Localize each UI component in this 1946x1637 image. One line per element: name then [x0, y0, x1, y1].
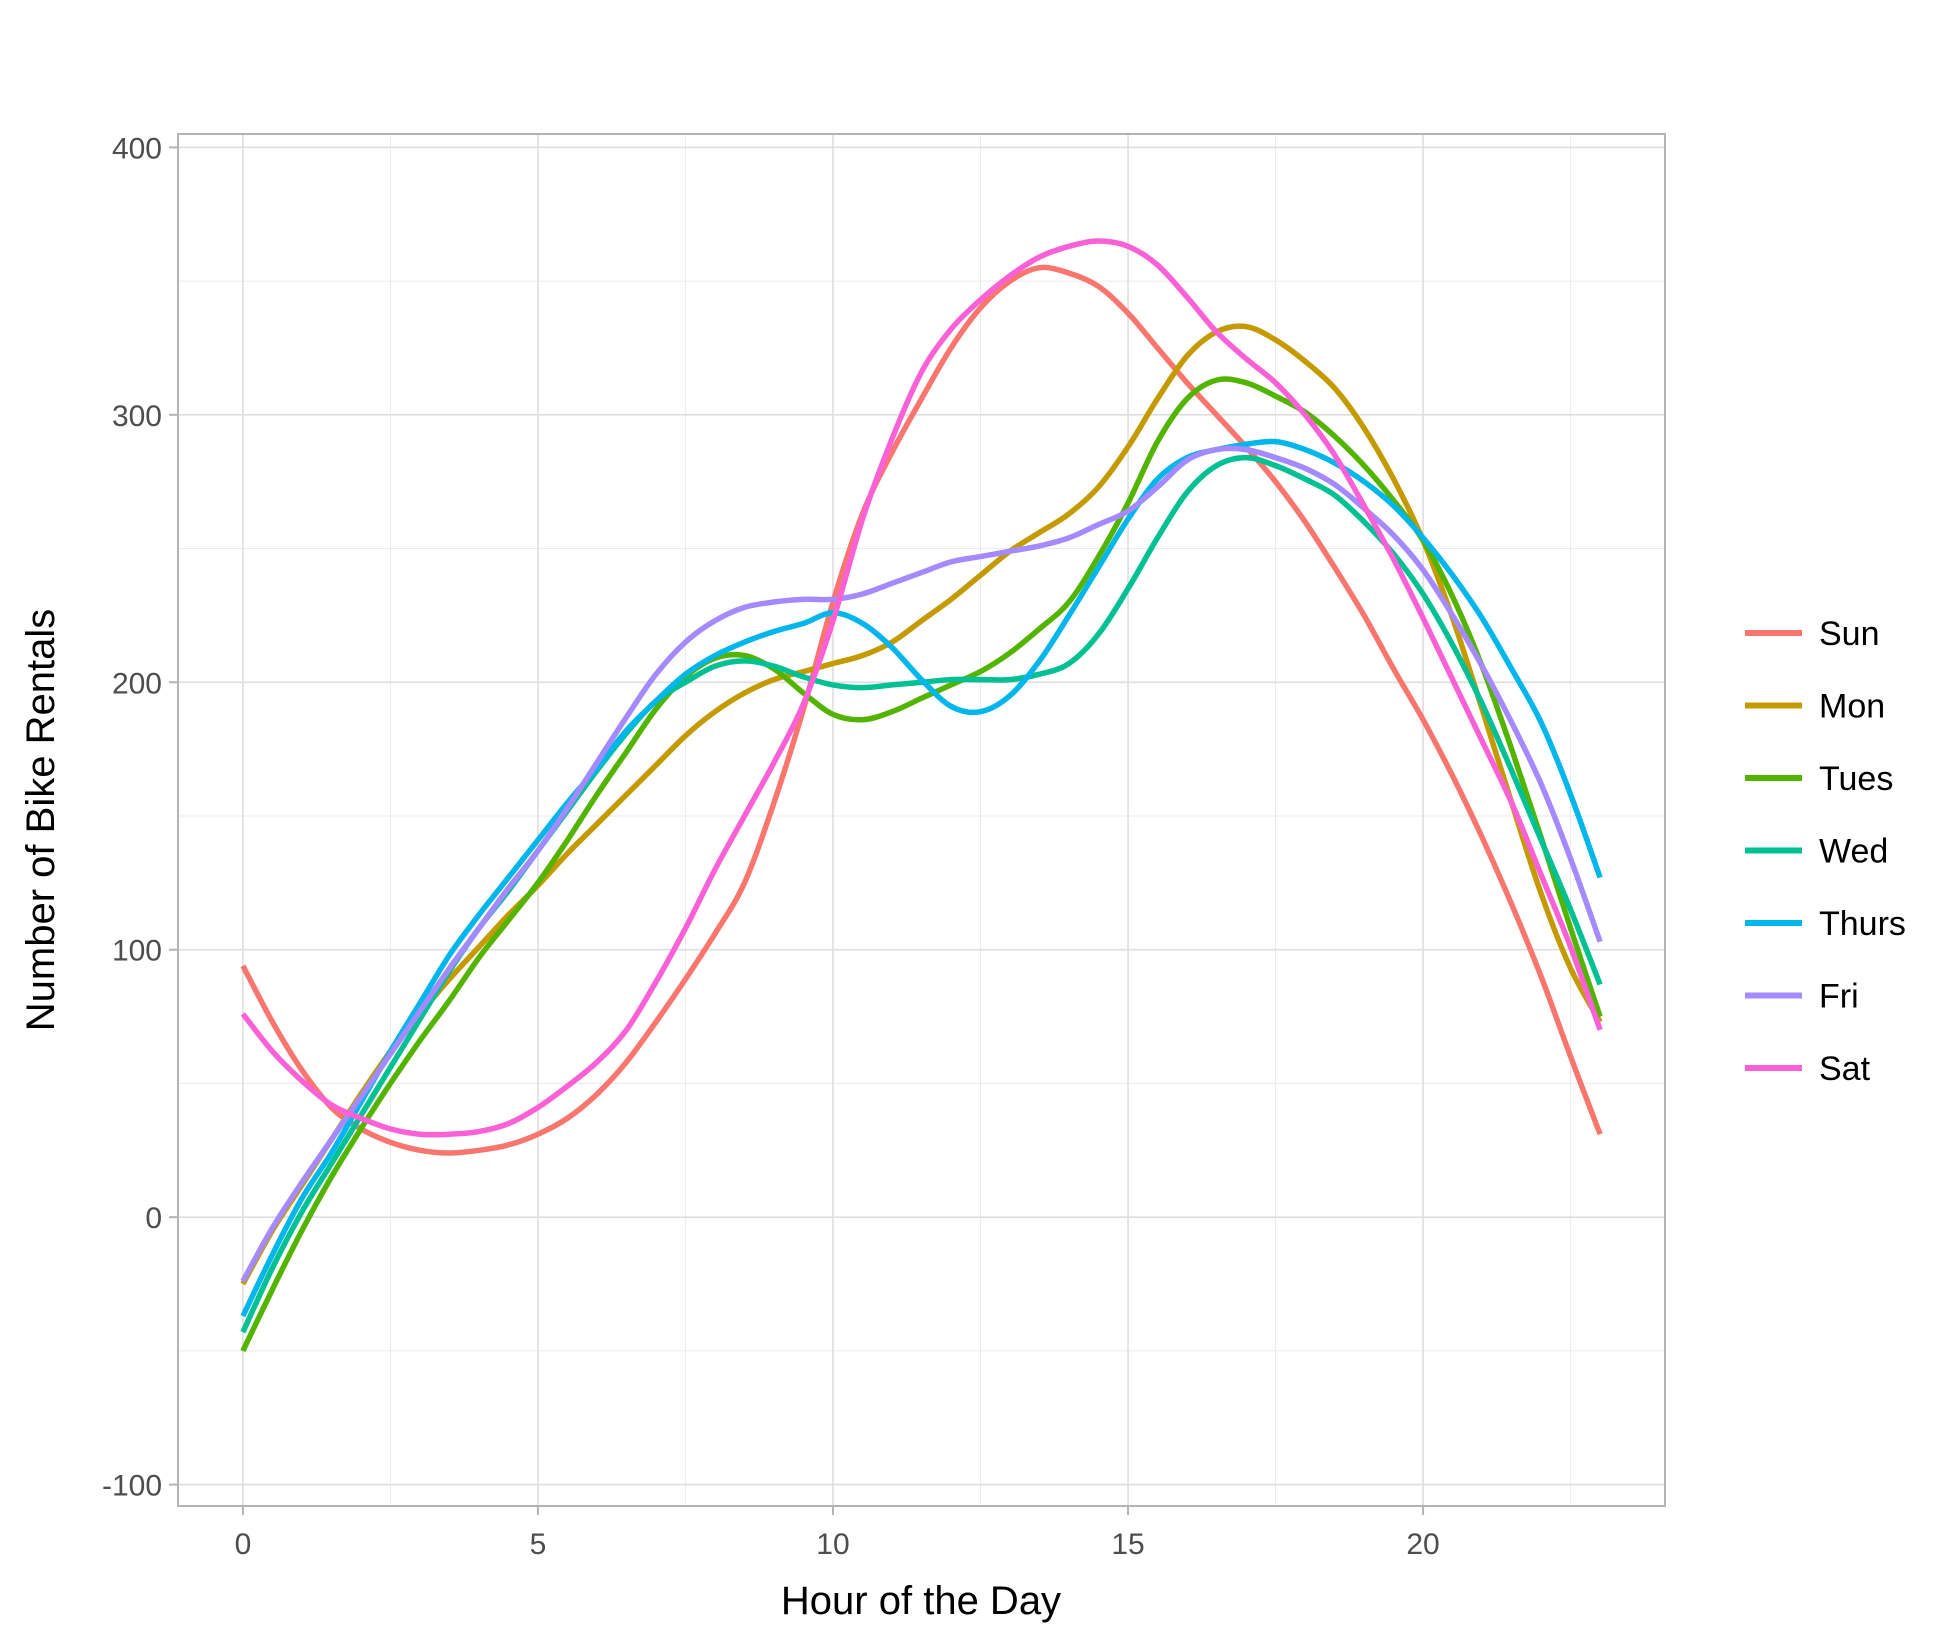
series-line-tues [240, 376, 1603, 1353]
y-tick-labels: -100 0 100 200 300 400 [102, 132, 162, 1502]
y-tick-label: 0 [145, 1202, 162, 1235]
legend-label: Sat [1819, 1050, 1871, 1088]
legend-item-tues: Tues [1745, 760, 1893, 798]
legend-label: Tues [1819, 760, 1893, 798]
legend-label: Sun [1819, 615, 1880, 653]
series-lines [240, 238, 1603, 1353]
legend: Sun Mon Tues Wed Thurs Fri Sat [1745, 615, 1906, 1088]
x-tick-labels: 0 5 10 15 20 [235, 1528, 1440, 1561]
panel-border [177, 133, 1666, 1507]
y-tick-label: 400 [112, 132, 162, 165]
legend-item-mon: Mon [1745, 688, 1885, 726]
y-tick-label: 200 [112, 667, 162, 700]
legend-label: Mon [1819, 688, 1885, 726]
series-line-fri [240, 445, 1603, 1283]
series-line-mon [240, 323, 1603, 1286]
minor-grid [178, 134, 1665, 1506]
legend-item-wed: Wed [1745, 833, 1888, 871]
series-line-wed [240, 454, 1603, 1334]
y-tick-label: -100 [102, 1470, 162, 1503]
major-grid [178, 134, 1665, 1506]
y-axis-title: Number of Bike Rentals [19, 609, 63, 1031]
legend-label: Wed [1819, 833, 1888, 871]
x-tick-label: 20 [1406, 1528, 1439, 1561]
legend-item-sat: Sat [1745, 1050, 1871, 1088]
series-line-thurs [240, 438, 1603, 1318]
x-axis-title: Hour of the Day [781, 1579, 1061, 1623]
x-tick-label: 5 [530, 1528, 547, 1561]
y-tick-label: 100 [112, 935, 162, 968]
y-tick-label: 300 [112, 400, 162, 433]
x-tick-label: 0 [235, 1528, 252, 1561]
series-line-sun [240, 264, 1603, 1156]
legend-item-sun: Sun [1745, 615, 1880, 653]
x-tick-label: 15 [1111, 1528, 1144, 1561]
x-tick-label: 10 [816, 1528, 849, 1561]
series-line-sat [240, 238, 1603, 1138]
legend-item-fri: Fri [1745, 978, 1859, 1016]
axis-ticks [169, 146, 1425, 1515]
legend-label: Thurs [1819, 905, 1906, 943]
legend-label: Fri [1819, 978, 1859, 1016]
legend-item-thurs: Thurs [1745, 905, 1906, 943]
